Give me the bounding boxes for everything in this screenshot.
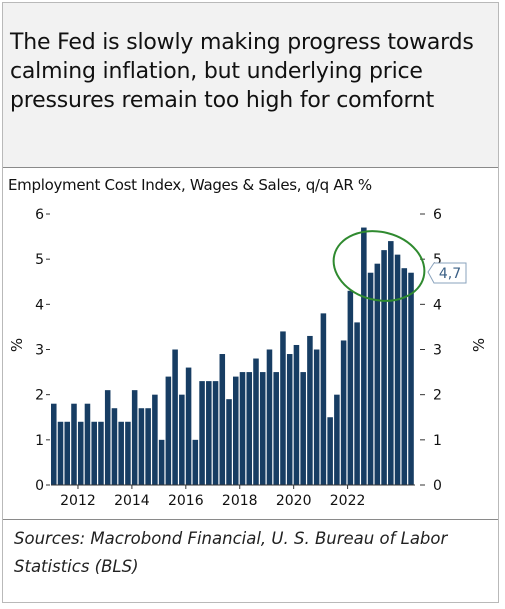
bar (347, 290, 354, 485)
y-tick-label-left: 0 (35, 478, 44, 494)
bar (138, 408, 145, 485)
y-tick-label-right: 2 (433, 388, 442, 404)
y-tick-label-left: 5 (35, 252, 44, 268)
bar (280, 331, 286, 485)
bar (320, 313, 327, 485)
left-axis-label: % (8, 338, 26, 352)
bar (104, 390, 111, 485)
bar (286, 354, 293, 485)
last-value-callout: 4,7 (427, 262, 467, 284)
y-tick-label-right: 3 (433, 343, 442, 359)
bar (179, 394, 185, 485)
bar (84, 403, 91, 485)
bar (64, 421, 71, 485)
bar (401, 268, 408, 485)
x-tick-label: 2020 (276, 493, 312, 509)
bar (145, 408, 151, 485)
x-axis: 2012 2014 2016 2018 2020 2022 (51, 484, 415, 509)
chart-frame (2, 2, 499, 603)
left-axis: 0 1 2 3 4 5 6 (35, 207, 50, 494)
header-panel (3, 3, 498, 168)
bar (206, 381, 212, 485)
bar (152, 394, 158, 485)
bar (340, 340, 347, 485)
last-value-box (427, 262, 467, 284)
bar (233, 376, 239, 485)
y-tick-label-right: 4 (433, 297, 442, 313)
highlight-ellipse (332, 230, 426, 302)
y-tick-label-left: 2 (35, 388, 44, 404)
y-tick-label-left: 3 (35, 343, 44, 359)
bar (313, 349, 320, 485)
bar (374, 263, 381, 485)
y-tick-label-left: 4 (35, 297, 44, 313)
bar (273, 372, 279, 485)
bar (57, 421, 64, 485)
y-tick-label-right: 0 (433, 478, 442, 494)
bar (118, 421, 124, 485)
headline: The Fed is slowly making progress toward… (10, 30, 474, 113)
y-tick-label-left: 1 (35, 433, 44, 449)
bar-chart: 0 1 2 3 4 5 6 0 1 2 3 4 5 6 2012 2014 2016 2018 2020 2022… (8, 207, 488, 509)
y-tick-label-right: 5 (433, 252, 442, 268)
y-tick-label-right: 6 (433, 207, 442, 223)
bar (307, 335, 313, 485)
bar (381, 250, 387, 485)
bar (361, 227, 367, 486)
x-tick-label: 2016 (168, 493, 204, 509)
right-axis-label: % (470, 338, 488, 352)
chart-title: Employment Cost Index, Wages & Sales, q/… (8, 176, 372, 194)
bar (354, 322, 360, 485)
bar (388, 241, 394, 485)
bar (259, 372, 266, 485)
bar (91, 421, 97, 485)
x-tick-label: 2022 (330, 493, 366, 509)
bar (199, 381, 205, 485)
bar (219, 354, 226, 485)
bar (77, 421, 84, 485)
bar (172, 349, 178, 485)
bar (165, 376, 172, 485)
bar (71, 403, 77, 485)
y-tick-label-right: 1 (433, 433, 442, 449)
bar (394, 254, 401, 485)
bar (111, 408, 118, 485)
x-tick-label: 2018 (222, 493, 258, 509)
bar (51, 403, 57, 485)
footer-divider (3, 519, 498, 520)
right-axis: 0 1 2 3 4 5 6 (420, 207, 442, 494)
bar (300, 372, 306, 485)
bar (253, 358, 259, 485)
bar (125, 421, 131, 485)
x-tick-label: 2012 (60, 493, 96, 509)
bar (185, 367, 192, 485)
bar (246, 372, 253, 485)
bar (158, 439, 165, 485)
bar (226, 399, 232, 485)
last-value-label: 4,7 (439, 266, 461, 282)
bar (239, 372, 246, 485)
bar (408, 272, 414, 485)
x-tick-label: 2014 (114, 493, 150, 509)
bar (266, 349, 273, 485)
y-tick-label-left: 6 (35, 207, 44, 223)
source-note: Sources: Macrobond Financial, U. S. Bure… (14, 529, 448, 576)
bar (293, 344, 300, 485)
bar (327, 417, 333, 485)
bar (367, 272, 374, 485)
bars (51, 227, 414, 486)
bar (192, 439, 199, 485)
bar (98, 421, 104, 485)
bar (212, 381, 219, 485)
bar (131, 390, 138, 485)
bar (334, 394, 340, 485)
